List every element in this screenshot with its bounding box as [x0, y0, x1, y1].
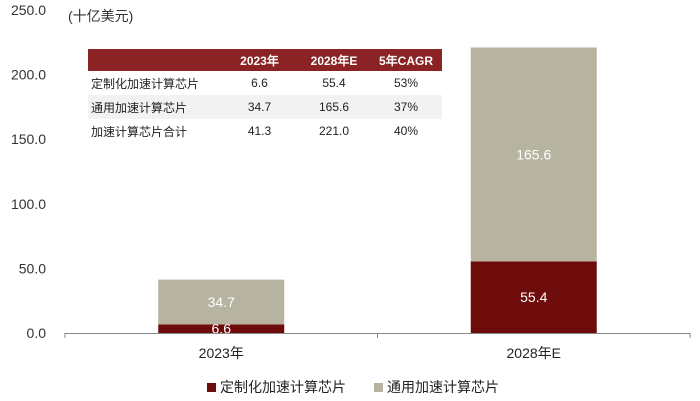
y-tick-label: 200.0 — [11, 67, 46, 83]
table-cell: 加速计算芯片合计 — [91, 124, 188, 139]
y-tick-label: 0.0 — [27, 325, 47, 341]
table-cell: 55.4 — [322, 76, 346, 90]
legend-label: 定制化加速计算芯片 — [220, 379, 346, 395]
cagr-table: 2023年 2028年E 5年CAGR 定制化加速计算芯片 6.6 55.4 5… — [88, 49, 442, 143]
table-cell: 定制化加速计算芯片 — [91, 76, 200, 91]
table-cell: 34.7 — [221, 95, 298, 119]
table-row: 定制化加速计算芯片 6.6 55.4 53% — [88, 71, 442, 95]
legend: 定制化加速计算芯片 通用加速计算芯片 — [207, 379, 499, 395]
table-cell: 165.6 — [298, 95, 370, 119]
unit-label: (十亿美元) — [68, 8, 133, 24]
bar-segment — [158, 324, 285, 333]
bar-segment — [470, 47, 597, 262]
data-label: 6.6 — [212, 321, 232, 337]
data-label: 165.6 — [516, 146, 551, 162]
y-axis: 0.0 50.0 100.0 150.0 200.0 250.0 — [11, 2, 46, 341]
legend-swatch — [374, 383, 383, 392]
y-tick-label: 100.0 — [11, 196, 46, 212]
table-cell: 40% — [393, 124, 419, 138]
table-cell: 通用加速计算芯片 — [88, 95, 221, 119]
table-cell: 41.3 — [247, 124, 272, 138]
table-header-2023: 2023年 — [221, 49, 298, 71]
y-tick-label: 250.0 — [11, 2, 46, 18]
table-header-blank — [88, 49, 221, 71]
table-cell: 37% — [370, 95, 442, 119]
x-axis: 2023年 2028年E — [64, 333, 691, 361]
legend-label: 通用加速计算芯片 — [387, 379, 499, 395]
table-row: 加速计算芯片合计 41.3 221.0 40% — [88, 119, 442, 143]
data-label: 55.4 — [520, 289, 547, 305]
bar-segment — [470, 261, 597, 333]
legend-swatch — [207, 383, 216, 392]
table-header-row: 2023年 2028年E 5年CAGR — [88, 49, 442, 71]
table-header-2028e: 2028年E — [298, 49, 370, 71]
table-header-cagr: 5年CAGR — [370, 49, 442, 71]
x-tick-label: 2028年E — [507, 345, 561, 361]
y-tick-label: 50.0 — [19, 260, 46, 276]
table-cell: 53% — [393, 76, 419, 90]
table-cell: 6.6 — [251, 76, 268, 90]
data-label: 34.7 — [208, 294, 235, 310]
table-cell: 221.0 — [318, 124, 350, 138]
x-tick-label: 2023年 — [199, 345, 244, 361]
y-tick-label: 150.0 — [11, 131, 46, 147]
table-row: 通用加速计算芯片 34.7 165.6 37% — [88, 95, 442, 119]
bars: 6.6 34.7 55.4 165.6 — [158, 47, 597, 337]
bar-segment — [158, 279, 285, 325]
